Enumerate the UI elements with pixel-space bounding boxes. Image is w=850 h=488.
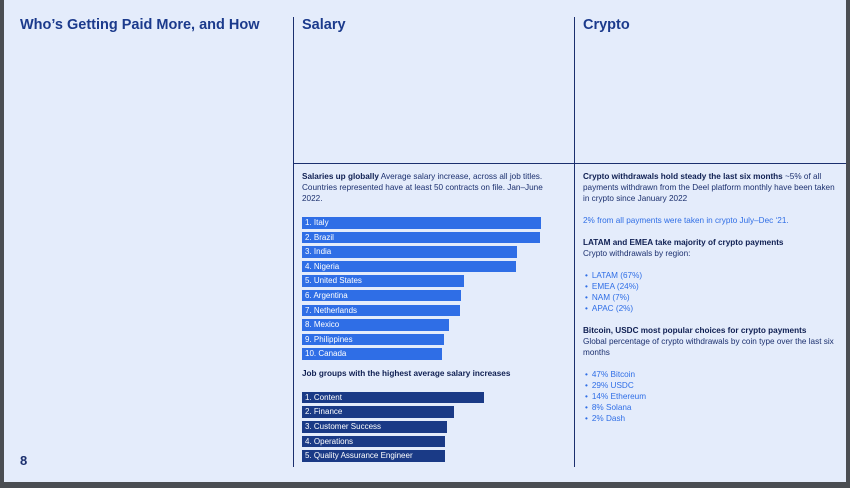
salary-column: Salaries up globally Average salary incr…	[302, 171, 564, 465]
region-item: • APAC (2%)	[583, 303, 841, 314]
country-bar: 2. Brazil	[302, 231, 540, 244]
coin-item-label: 8% Solana	[591, 403, 632, 412]
coin-item-label: 29% USDC	[591, 381, 634, 390]
job-bar: 3. Customer Success	[302, 421, 447, 433]
coin-list: • 47% Bitcoin • 29% USDC • 14% Ethereum • 8% So…	[583, 369, 841, 424]
coin-item: • 8% Solana	[583, 402, 841, 413]
report-page: Who’s Getting Paid More, and How 8 Salar…	[4, 0, 846, 482]
bullet-icon: •	[585, 282, 588, 291]
crypto-para-1: Crypto withdrawals hold steady the last …	[583, 171, 841, 204]
job-bar: 4. Operations	[302, 435, 445, 448]
crypto-para-1-bold: Crypto withdrawals hold steady the last …	[583, 172, 783, 181]
coin-item-label: 2% Dash	[591, 414, 626, 423]
coin-item-label: 14% Ethereum	[591, 392, 647, 401]
bullet-icon: •	[585, 381, 588, 390]
country-bar: 6. Argentina	[302, 289, 461, 302]
coin-item: • 14% Ethereum	[583, 391, 841, 402]
coin-item-label: 47% Bitcoin	[591, 370, 636, 379]
salary-intro-text: Average salary increase, across all job …	[302, 172, 543, 203]
salary-intro-bold: Salaries up globally	[302, 172, 379, 181]
country-bar: 8. Mexico	[302, 319, 450, 331]
bullet-icon: •	[585, 271, 588, 280]
column-divider-left	[293, 17, 294, 467]
job-bar: 2. Finance	[302, 406, 454, 418]
region-item-label: NAM (7%)	[591, 293, 630, 302]
region-heading: LATAM and EMEA take majority of crypto p…	[583, 238, 784, 247]
country-bar: 10. Canada	[302, 348, 442, 360]
jobs-heading: Job groups with the highest average sala…	[302, 368, 511, 378]
section-divider	[293, 163, 846, 164]
bullet-icon: •	[585, 304, 588, 313]
crypto-column: Crypto withdrawals hold steady the last …	[583, 171, 841, 424]
job-bar: 5. Quality Assurance Engineer	[302, 450, 445, 462]
salary-heading: Salary	[302, 17, 346, 33]
bullet-icon: •	[585, 403, 588, 412]
crypto-para-1-text: ~5% of all payments withdrawn from the D…	[583, 172, 835, 203]
bullet-icon: •	[585, 370, 588, 379]
country-bar-chart: 1. Italy 2. Brazil 3. India 4. Nigeria 5. Un…	[302, 217, 564, 360]
crypto-para-2: 2% from all payments were taken in crypt…	[583, 216, 789, 225]
coin-item: • 47% Bitcoin	[583, 369, 841, 380]
column-divider-right	[574, 17, 575, 467]
region-subheading: Crypto withdrawals by region:	[583, 249, 691, 258]
country-bar: 1. Italy	[302, 217, 541, 229]
coin-subheading: Global percentage of crypto withdrawals …	[583, 337, 834, 357]
country-bar: 4. Nigeria	[302, 260, 517, 273]
region-item: • LATAM (67%)	[583, 270, 841, 281]
region-list: • LATAM (67%) • EMEA (24%) • NAM (7%) • APAC (2…	[583, 270, 841, 314]
bullet-icon: •	[585, 414, 588, 423]
job-bar: 1. Content	[302, 391, 484, 404]
region-item-label: EMEA (24%)	[591, 282, 639, 291]
country-bar: 7. Netherlands	[302, 304, 460, 317]
country-bar: 5. United States	[302, 275, 464, 287]
job-bar-chart: 1. Content 2. Finance 3. Customer Success 4…	[302, 391, 564, 462]
salary-intro: Salaries up globally Average salary incr…	[302, 171, 564, 204]
country-bar: 9. Philippines	[302, 333, 444, 346]
page-number: 8	[20, 453, 28, 468]
region-item: • NAM (7%)	[583, 292, 841, 303]
coin-item: • 29% USDC	[583, 380, 841, 391]
region-item: • EMEA (24%)	[583, 281, 841, 292]
country-bar: 3. India	[302, 246, 518, 258]
bullet-icon: •	[585, 293, 588, 302]
region-item-label: APAC (2%)	[591, 304, 634, 313]
coin-heading: Bitcoin, USDC most popular choices for c…	[583, 326, 807, 335]
region-item-label: LATAM (67%)	[591, 271, 643, 280]
coin-item: • 2% Dash	[583, 413, 841, 424]
crypto-heading: Crypto	[583, 17, 630, 33]
page-title: Who’s Getting Paid More, and How	[20, 17, 260, 33]
bullet-icon: •	[585, 392, 588, 401]
